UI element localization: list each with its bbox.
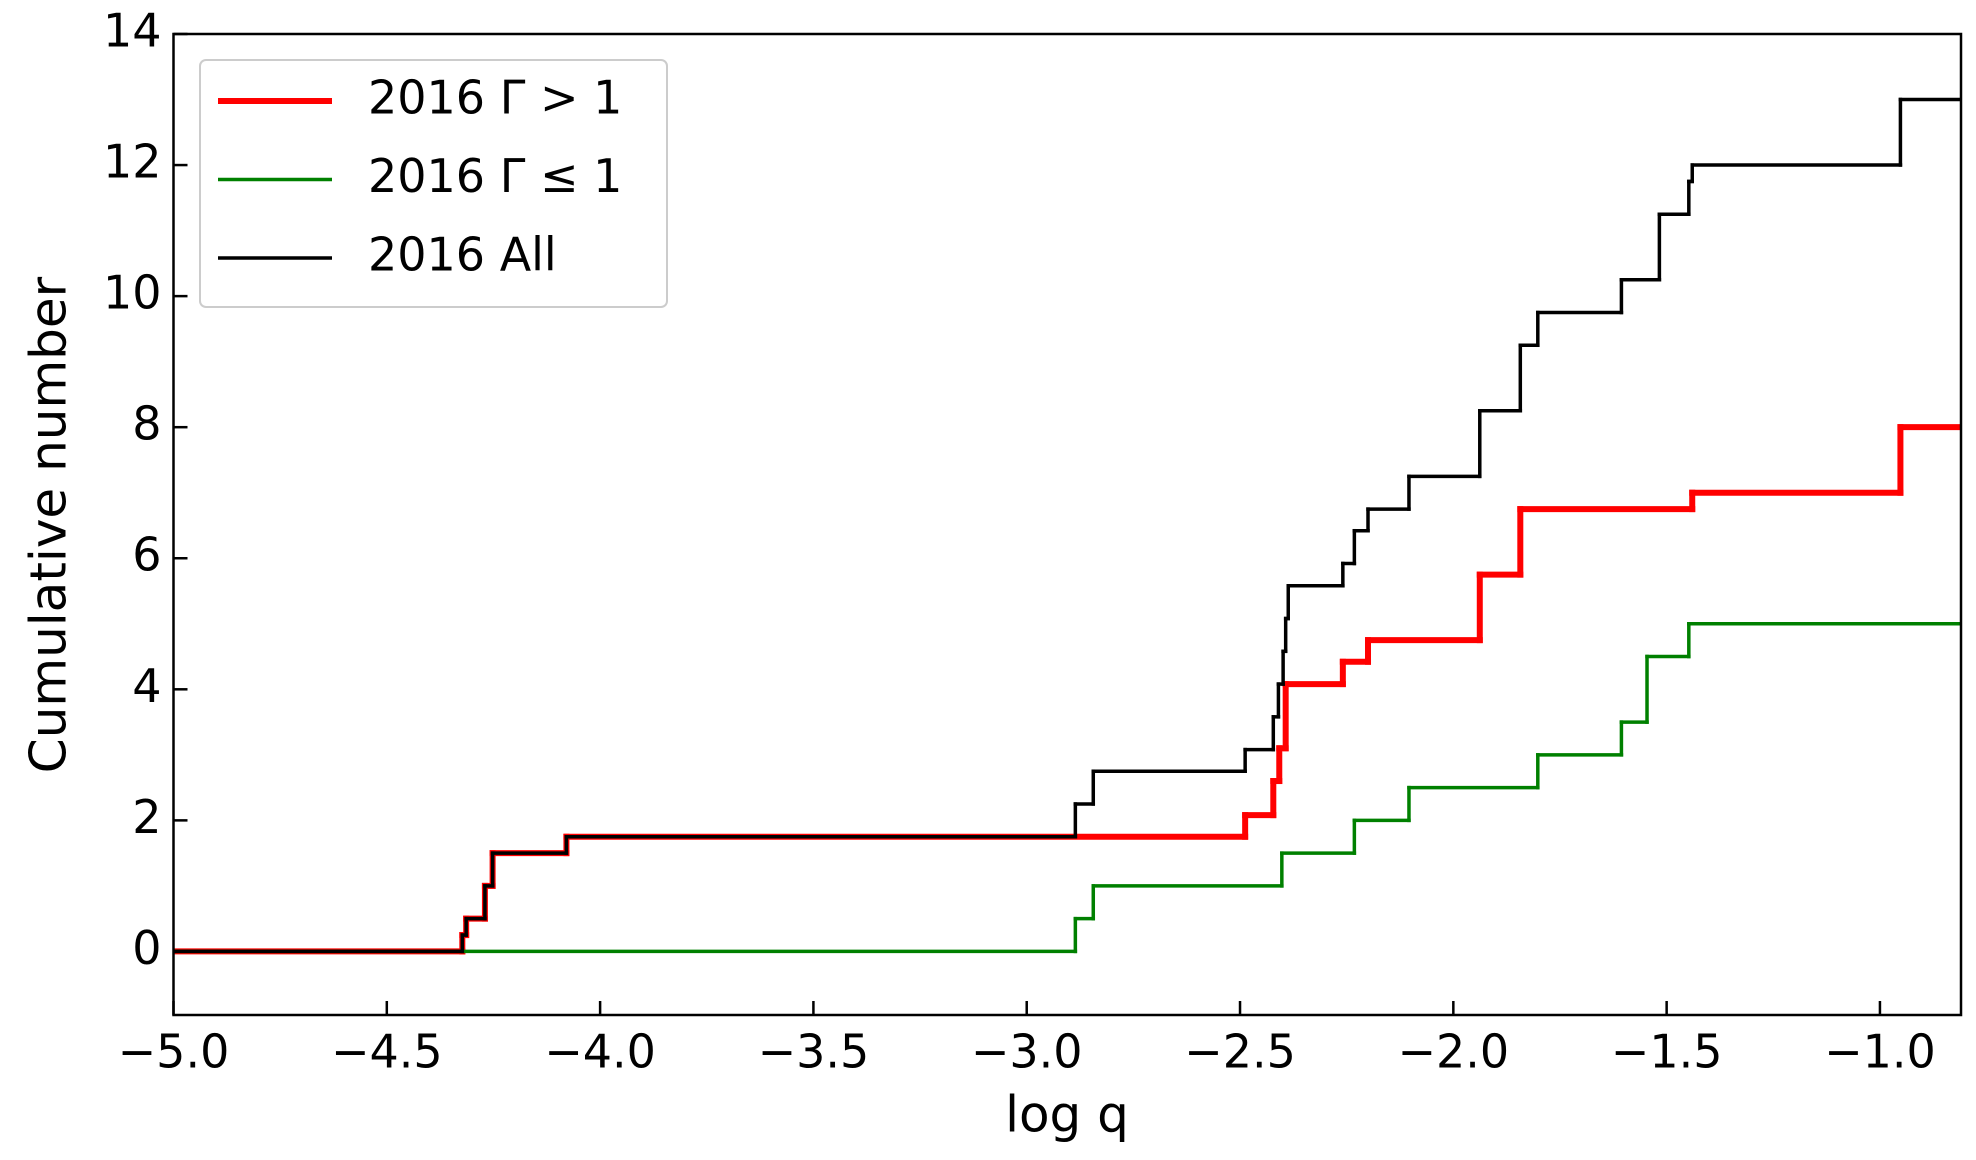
x-tick-label: −3.0 bbox=[971, 1025, 1083, 1079]
y-tick-label: 6 bbox=[132, 528, 161, 582]
x-axis-label: log q bbox=[1005, 1086, 1129, 1144]
legend-label: 2016 All bbox=[368, 228, 557, 282]
x-tick-label: −4.5 bbox=[331, 1025, 443, 1079]
y-tick-label: 12 bbox=[103, 135, 162, 189]
legend-box bbox=[199, 59, 668, 308]
x-tick-label: −4.0 bbox=[544, 1025, 656, 1079]
series bbox=[173, 97, 1961, 954]
x-tick-label: −5.0 bbox=[118, 1025, 230, 1079]
y-axis-label: Cumulative number bbox=[20, 276, 78, 773]
x-tick-label: −2.0 bbox=[1397, 1025, 1509, 1079]
plot-frame bbox=[172, 32, 1963, 1017]
y-tick-label: 4 bbox=[132, 659, 161, 713]
x-tick-label: −3.5 bbox=[758, 1025, 870, 1079]
x-tick-label: −1.0 bbox=[1824, 1025, 1936, 1079]
legend: 2016 Γ > 1 2016 Γ ≤ 1 2016 All bbox=[199, 59, 668, 308]
x-tick-label: −2.5 bbox=[1184, 1025, 1296, 1079]
y-tick-label: 14 bbox=[103, 4, 162, 58]
y-tick-label: 8 bbox=[132, 397, 161, 451]
x-tick-label: −1.5 bbox=[1611, 1025, 1723, 1079]
series bbox=[173, 622, 1961, 954]
y-tick-label: 2 bbox=[132, 790, 161, 844]
y-tick-label: 0 bbox=[132, 921, 161, 975]
y-tick-label: 10 bbox=[103, 266, 162, 320]
legend-label: 2016 Γ > 1 bbox=[368, 71, 622, 125]
series bbox=[173, 424, 1961, 955]
legend-label: 2016 Γ ≤ 1 bbox=[368, 149, 622, 203]
